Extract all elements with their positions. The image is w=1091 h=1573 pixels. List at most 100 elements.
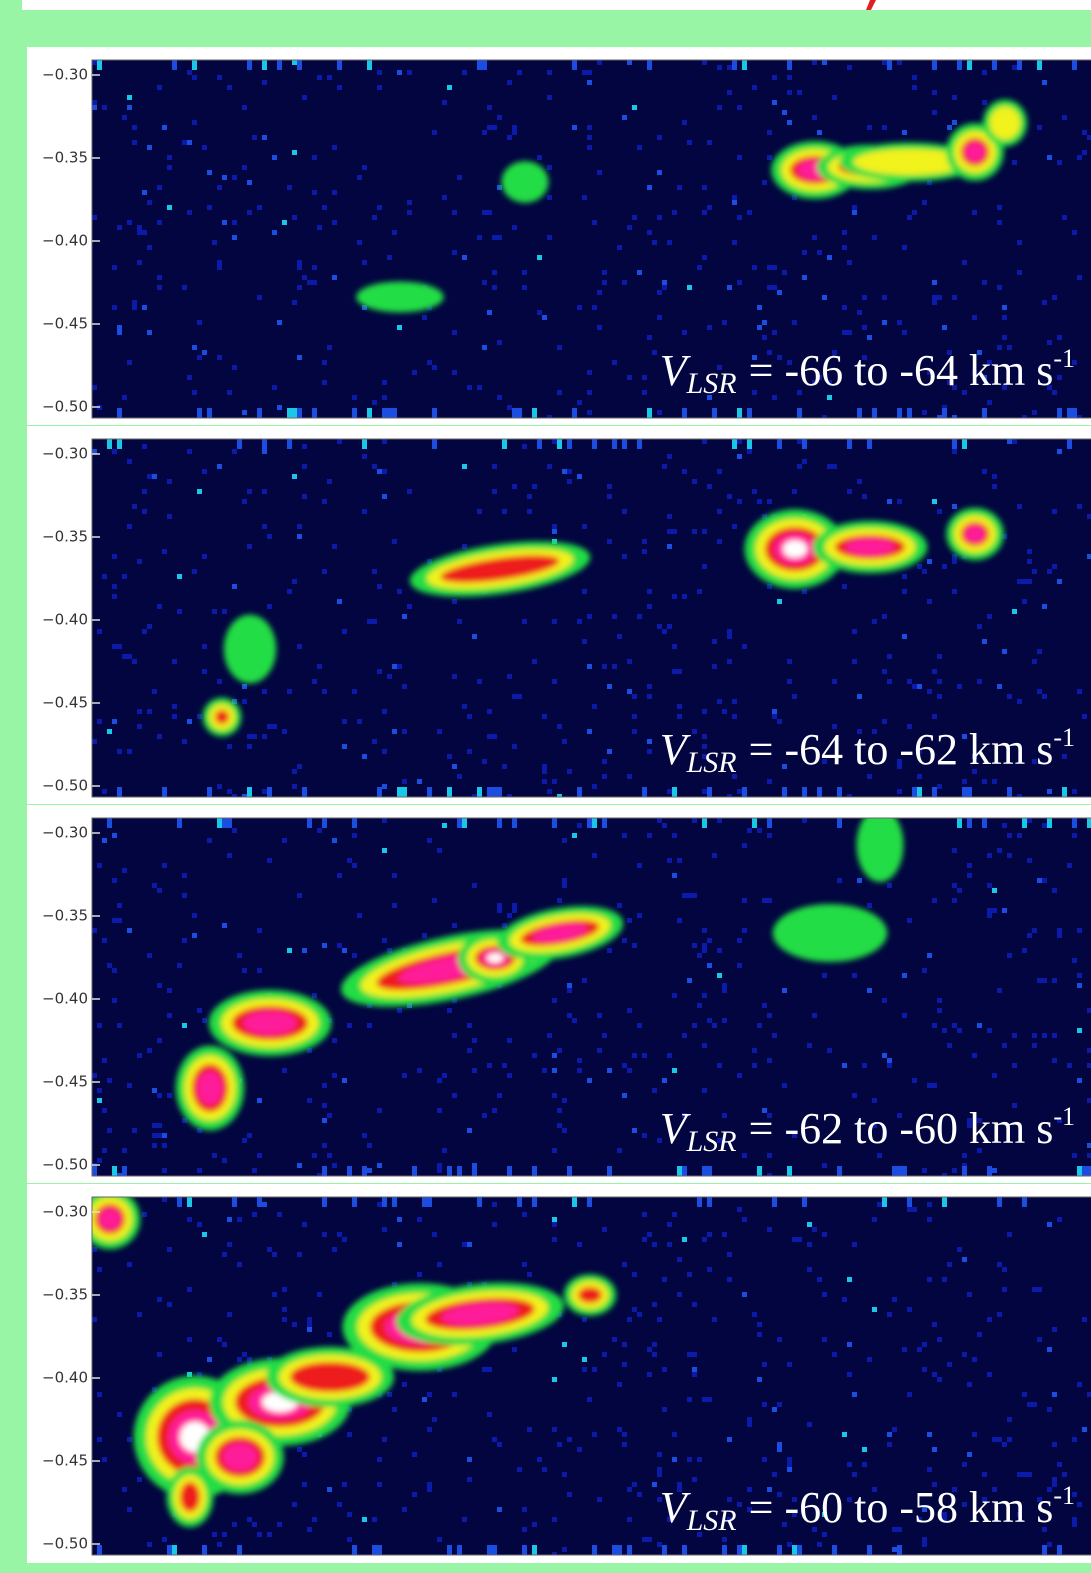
edge-pixel xyxy=(907,408,912,418)
noise-pixel xyxy=(727,1517,732,1522)
noise-pixel xyxy=(887,499,892,504)
noise-pixel xyxy=(567,479,572,484)
noise-pixel xyxy=(557,1108,562,1113)
noise-pixel xyxy=(187,70,192,75)
noise-pixel xyxy=(767,1113,772,1118)
emission-blob xyxy=(441,1302,519,1326)
edge-pixel xyxy=(537,439,542,449)
noise-pixel xyxy=(797,464,802,469)
noise-pixel xyxy=(292,769,297,774)
noise-pixel xyxy=(812,60,817,65)
noise-pixel xyxy=(1052,1033,1057,1038)
noise-pixel xyxy=(647,185,652,190)
noise-pixel xyxy=(687,140,692,145)
noise-pixel xyxy=(1007,1417,1012,1422)
noise-pixel xyxy=(117,1412,122,1417)
noise-pixel xyxy=(1047,1487,1052,1492)
noise-pixel xyxy=(492,285,497,290)
noise-pixel xyxy=(742,1292,747,1297)
edge-pixel xyxy=(477,787,482,797)
noise-pixel xyxy=(757,828,762,833)
noise-pixel xyxy=(802,275,807,280)
noise-pixel xyxy=(167,479,172,484)
noise-pixel xyxy=(187,140,192,145)
noise-pixel xyxy=(902,330,907,335)
noise-pixel xyxy=(402,614,407,619)
edge-pixel xyxy=(647,60,652,70)
edge-pixel xyxy=(457,1545,462,1555)
noise-pixel xyxy=(747,1422,752,1427)
noise-pixel xyxy=(662,823,667,828)
noise-pixel xyxy=(97,1098,102,1103)
noise-pixel xyxy=(912,1078,917,1083)
noise-pixel xyxy=(397,1242,402,1247)
edge-pixel xyxy=(177,818,182,828)
noise-pixel xyxy=(162,1168,167,1173)
noise-pixel xyxy=(1007,1232,1012,1237)
noise-pixel xyxy=(332,145,337,150)
edge-pixel xyxy=(732,439,737,449)
noise-pixel xyxy=(127,928,132,933)
noise-pixel xyxy=(577,474,582,479)
noise-pixel xyxy=(842,330,847,335)
noise-pixel xyxy=(142,305,147,310)
noise-pixel xyxy=(717,699,722,704)
noise-pixel xyxy=(282,1068,287,1073)
noise-pixel xyxy=(987,1317,992,1322)
edge-pixel xyxy=(207,408,212,418)
noise-pixel xyxy=(682,1033,687,1038)
noise-pixel xyxy=(122,868,127,873)
noise-pixel xyxy=(717,973,722,978)
y-tick-label: −0.45 xyxy=(42,315,88,333)
noise-pixel xyxy=(452,1392,457,1397)
noise-pixel xyxy=(702,564,707,569)
noise-pixel xyxy=(112,449,117,454)
noise-pixel xyxy=(547,789,552,794)
velocity-label: VLSR = -64 to -62 km s-1 xyxy=(660,723,1075,779)
noise-pixel xyxy=(702,948,707,953)
noise-pixel xyxy=(887,1058,892,1063)
noise-pixel xyxy=(192,569,197,574)
noise-pixel xyxy=(1052,1327,1057,1332)
noise-pixel xyxy=(467,385,472,390)
noise-pixel xyxy=(637,270,642,275)
noise-pixel xyxy=(907,679,912,684)
noise-pixel xyxy=(737,1073,742,1078)
noise-pixel xyxy=(132,659,137,664)
noise-pixel xyxy=(1032,410,1037,415)
noise-pixel xyxy=(227,1217,232,1222)
noise-pixel xyxy=(987,400,992,405)
noise-pixel xyxy=(807,1043,812,1048)
edge-pixel xyxy=(247,787,252,797)
noise-pixel xyxy=(487,709,492,714)
noise-pixel xyxy=(707,1267,712,1272)
edge-pixel xyxy=(712,408,717,418)
noise-pixel xyxy=(217,355,222,360)
noise-pixel xyxy=(932,300,937,305)
noise-pixel xyxy=(317,225,322,230)
noise-pixel xyxy=(367,1168,372,1173)
noise-pixel xyxy=(862,355,867,360)
noise-pixel xyxy=(792,320,797,325)
noise-pixel xyxy=(1052,1442,1057,1447)
noise-pixel xyxy=(927,1277,932,1282)
noise-pixel xyxy=(1027,549,1032,554)
edge-pixel xyxy=(957,60,962,70)
noise-pixel xyxy=(852,973,857,978)
noise-pixel xyxy=(1047,1347,1052,1352)
noise-pixel xyxy=(292,579,297,584)
noise-pixel xyxy=(952,415,957,418)
noise-pixel xyxy=(157,85,162,90)
noise-pixel xyxy=(587,135,592,140)
noise-pixel xyxy=(112,833,117,838)
noise-pixel xyxy=(962,1352,967,1357)
y-tick-label: −0.30 xyxy=(42,1203,88,1221)
noise-pixel xyxy=(877,1202,882,1207)
noise-pixel xyxy=(852,205,857,210)
noise-pixel xyxy=(252,1212,257,1217)
y-tick-label: −0.40 xyxy=(42,990,88,1008)
noise-pixel xyxy=(287,689,292,694)
noise-pixel xyxy=(1037,125,1042,130)
noise-pixel xyxy=(357,913,362,918)
noise-pixel xyxy=(592,853,597,858)
